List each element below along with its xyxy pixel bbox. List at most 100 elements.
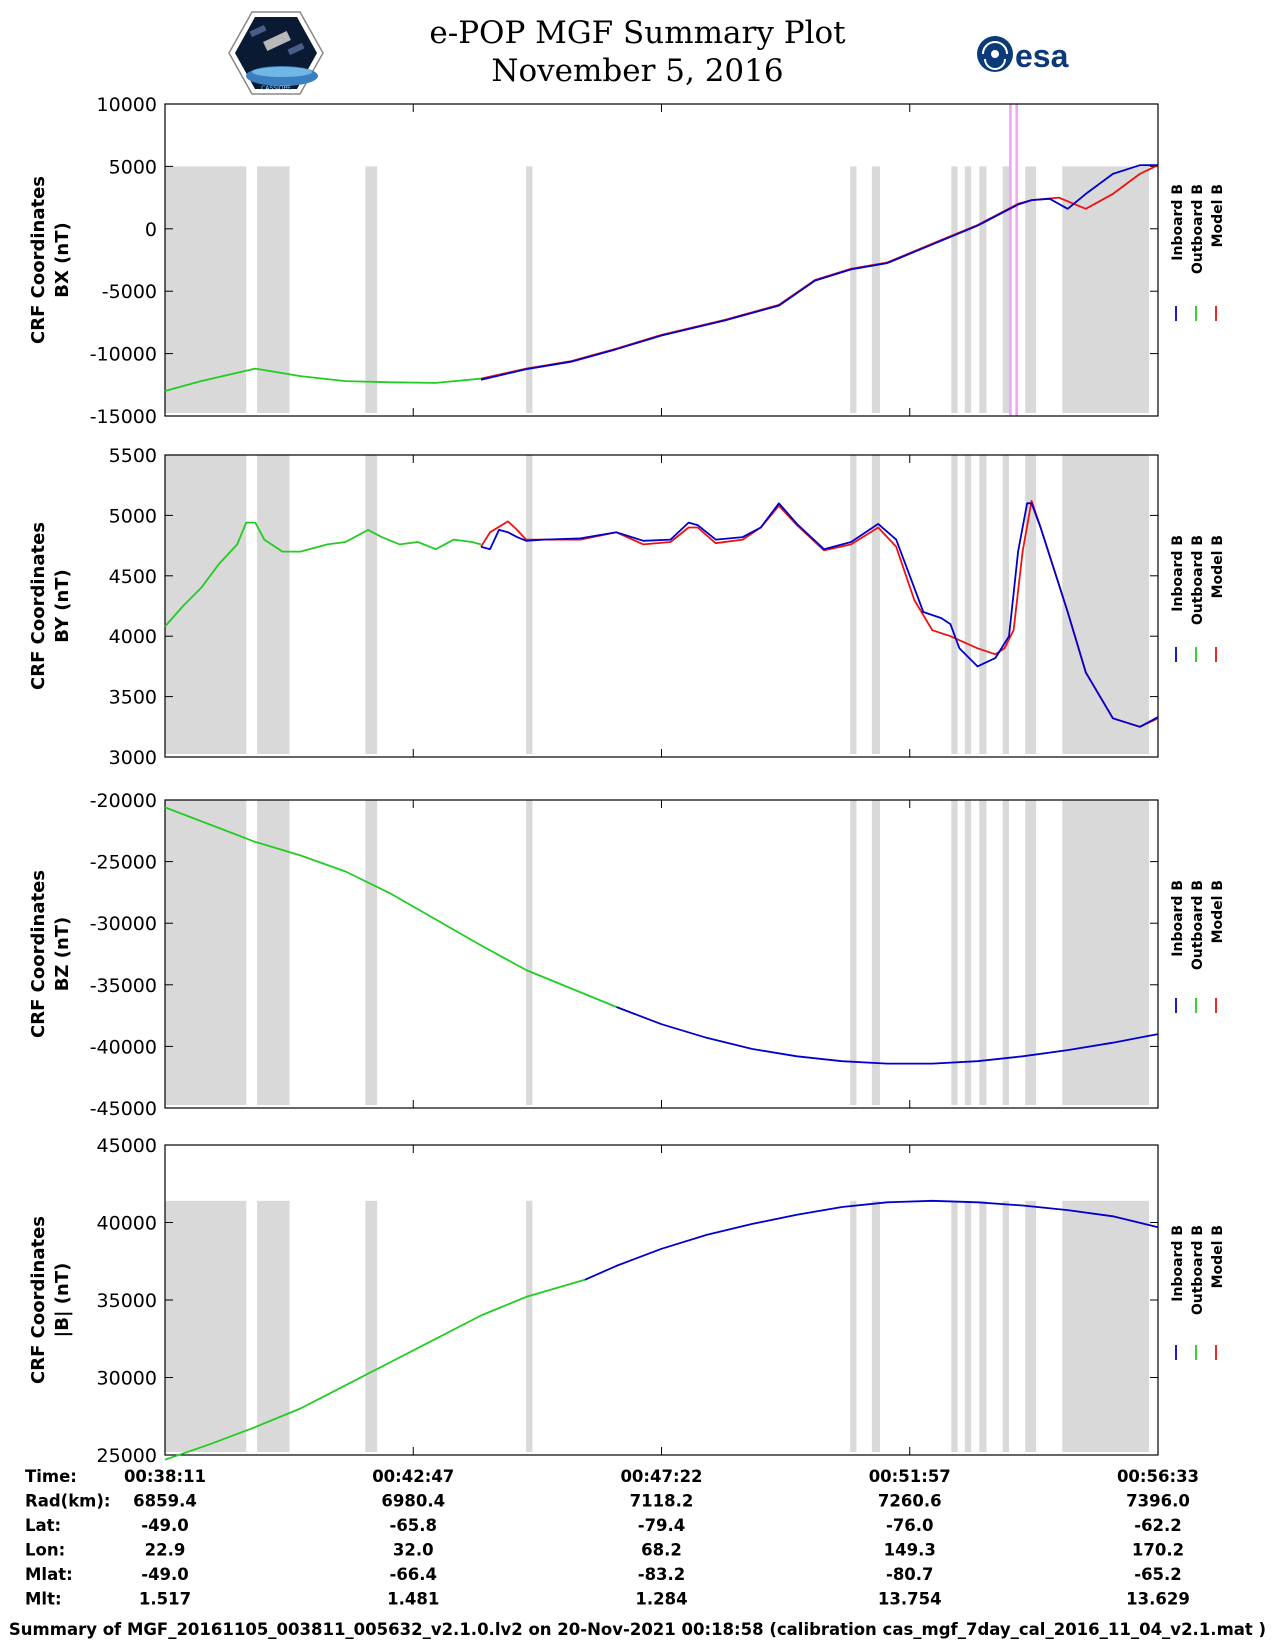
shaded-interval (871, 1200, 880, 1452)
ephem-row-label: Lon: (25, 1541, 65, 1560)
y-axis-label-line1: CRF Coordinates (28, 176, 49, 344)
y-tick-label: -20000 (90, 790, 157, 812)
shaded-interval (526, 455, 533, 754)
shaded-interval (871, 455, 880, 754)
series-outboard-b (164, 806, 617, 1008)
highlight-interval (1015, 104, 1019, 416)
ephem-mlt-value: 13.629 (1126, 1590, 1190, 1609)
shaded-interval (1025, 166, 1037, 413)
y-axis-label-line2: BX (nT) (52, 222, 73, 297)
y-tick-label: -45000 (90, 1098, 157, 1120)
shaded-interval (850, 1200, 857, 1452)
legend-label: Outboard B (1190, 1225, 1206, 1315)
ephem-mlt-value: 1.481 (387, 1590, 439, 1609)
shaded-interval (964, 455, 972, 754)
shaded-interval (365, 166, 378, 413)
shaded-interval (526, 166, 533, 413)
ephem-mlat-value: -66.4 (389, 1565, 437, 1584)
ephem-row-label: Mlt: (25, 1590, 62, 1609)
shaded-interval (1062, 166, 1149, 413)
series-inboard-b (480, 502, 1159, 728)
legend-label: Outboard B (1190, 535, 1206, 625)
shaded-interval (165, 1200, 247, 1452)
ephem-rad-value: 6859.4 (133, 1492, 197, 1511)
y-tick-label: -35000 (90, 975, 157, 997)
shaded-interval (1002, 455, 1010, 754)
ephem-row-label: Time: (25, 1467, 77, 1486)
shaded-interval (165, 455, 247, 754)
ephem-lon-value: 170.2 (1132, 1541, 1184, 1560)
y-axis-label-line1: CRF Coordinates (28, 522, 49, 690)
ephem-time-value: 00:42:47 (372, 1467, 454, 1486)
ephem-mlat-value: -65.2 (1134, 1565, 1182, 1584)
legend-label: Inboard B (1170, 1225, 1186, 1302)
shaded-interval (1002, 1200, 1010, 1452)
shaded-interval (979, 455, 987, 754)
shaded-interval (526, 800, 533, 1105)
ephem-row-label: Rad(km): (25, 1492, 111, 1511)
y-tick-label: 30000 (97, 1368, 157, 1390)
shaded-interval (1002, 800, 1010, 1105)
y-tick-label: -15000 (90, 406, 157, 428)
shaded-interval (365, 800, 378, 1105)
series-model-b (480, 499, 1159, 728)
series-inboard-b (584, 1199, 1159, 1281)
y-tick-label: 5000 (109, 505, 157, 527)
y-tick-label: -30000 (90, 913, 157, 935)
shaded-interval (365, 455, 378, 754)
shaded-interval (257, 166, 290, 413)
ephem-mlat-value: -49.0 (141, 1565, 189, 1584)
shaded-interval (850, 455, 857, 754)
y-tick-label: 35000 (97, 1290, 157, 1312)
legend-label: Model B (1210, 535, 1226, 598)
ephem-time-value: 00:51:57 (869, 1467, 951, 1486)
summary-footer: Summary of MGF_20161105_003811_005632_v2… (8, 1620, 1267, 1639)
shaded-interval (964, 1200, 972, 1452)
ephem-time-value: 00:47:22 (620, 1467, 702, 1486)
shaded-interval (979, 800, 987, 1105)
shaded-interval (951, 455, 958, 754)
ephem-lon-value: 22.9 (145, 1541, 186, 1560)
legend-label: Inboard B (1170, 880, 1186, 957)
shaded-interval (979, 166, 987, 413)
ephem-mlat-value: -83.2 (638, 1565, 686, 1584)
shaded-interval (1062, 1200, 1149, 1452)
panel-2: 5500 5000 4500 4000 3500 3000 CRF Coordinates B… (28, 445, 1226, 769)
shaded-interval (951, 800, 958, 1105)
ephemeris-table: Time: 00:38:11 00:42:47 00:47:22 00:51:57 00:… (25, 1467, 1199, 1609)
series-outboard-b (164, 367, 482, 392)
series-inboard-b (480, 164, 1158, 381)
ephem-lon-value: 68.2 (641, 1541, 682, 1560)
legend-label: Outboard B (1190, 184, 1206, 274)
y-axis-label-line2: |B| (nT) (52, 1263, 73, 1338)
y-tick-label: 3500 (109, 687, 157, 709)
ephem-lon-value: 32.0 (393, 1541, 434, 1560)
y-tick-label: 45000 (97, 1135, 157, 1157)
y-tick-label: 4000 (109, 626, 157, 648)
shaded-interval (365, 1200, 378, 1452)
shaded-interval (850, 800, 857, 1105)
y-tick-label: 5500 (109, 445, 157, 467)
series-outboard-b (164, 521, 482, 628)
shaded-interval (165, 800, 247, 1105)
series-model-b (480, 164, 1159, 380)
plot-title-block: e-POP MGF Summary Plot November 5, 2016 (0, 14, 1275, 90)
shaded-interval (1025, 455, 1037, 754)
y-axis-label-line2: BZ (nT) (52, 917, 73, 992)
ephem-lat-value: -76.0 (886, 1516, 934, 1535)
shaded-interval (165, 166, 247, 413)
ephem-rad-value: 7260.6 (878, 1492, 942, 1511)
shaded-interval (1002, 166, 1010, 413)
y-tick-label: 5000 (109, 156, 157, 178)
esa-logo: esa (977, 36, 1069, 74)
ephem-rad-value: 7396.0 (1126, 1492, 1190, 1511)
shaded-interval (1062, 455, 1149, 754)
y-tick-label: -5000 (102, 281, 157, 303)
y-axis-label-line1: CRF Coordinates (28, 870, 49, 1038)
shaded-interval (951, 166, 958, 413)
series-inboard-b (616, 1006, 1159, 1065)
ephem-rad-value: 6980.4 (381, 1492, 445, 1511)
ephem-lon-value: 149.3 (884, 1541, 936, 1560)
shaded-interval (257, 800, 290, 1105)
ephem-lat-value: -65.8 (389, 1516, 437, 1535)
